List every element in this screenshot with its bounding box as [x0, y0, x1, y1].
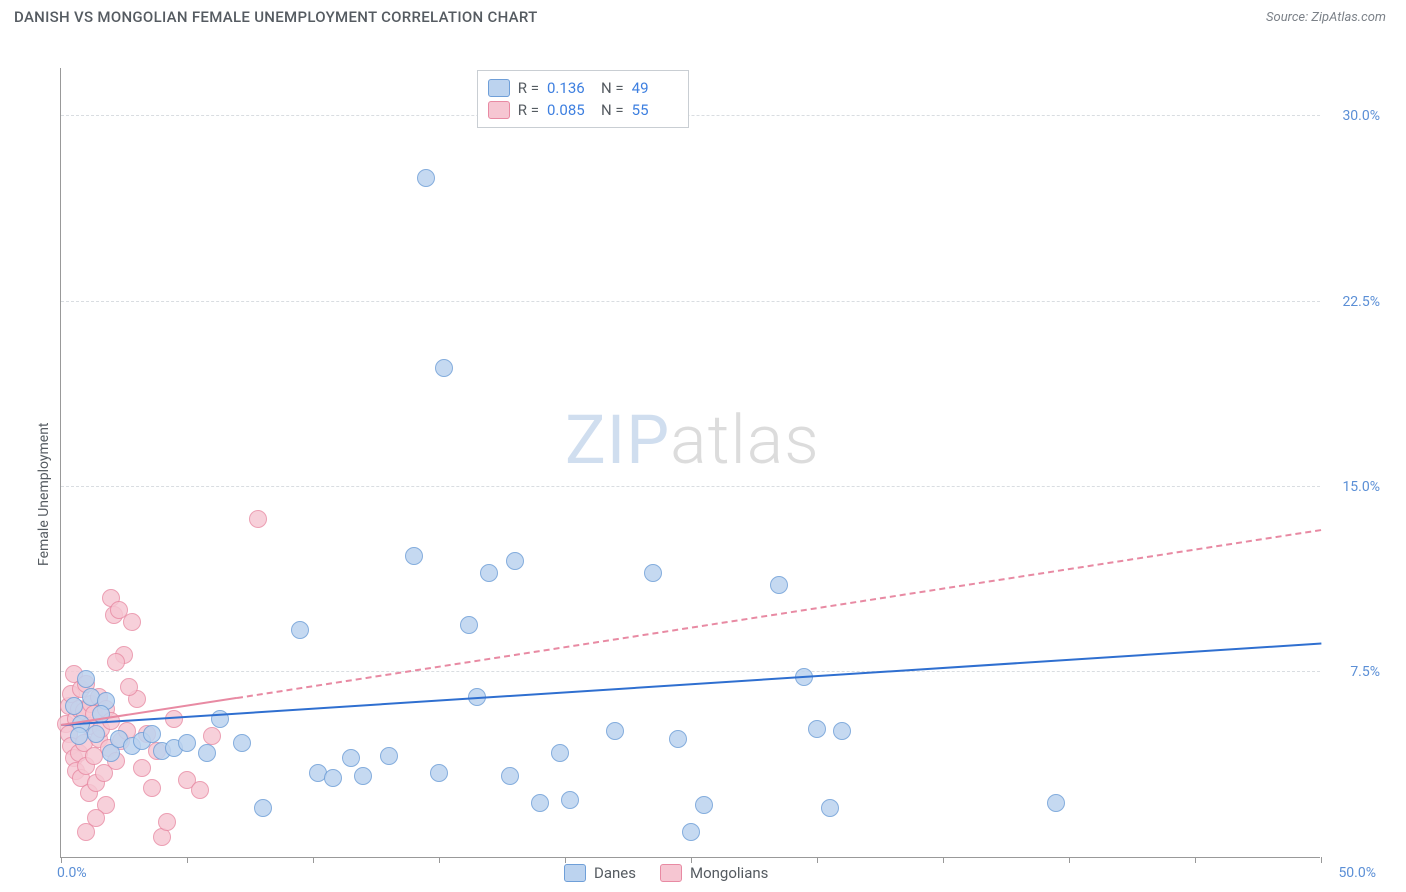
- plot-area: ZIPatlas 7.5%15.0%22.5%30.0%0.0%50.0%R =…: [60, 68, 1320, 858]
- x-tick: [1069, 857, 1070, 863]
- danes-marker: [669, 730, 687, 748]
- danes-marker: [833, 722, 851, 740]
- danes-marker: [254, 799, 272, 817]
- legend-item-label: Mongolians: [690, 864, 768, 882]
- y-axis-title: Female Unemployment: [36, 422, 52, 566]
- danes-marker: [342, 749, 360, 767]
- danes-marker: [430, 764, 448, 782]
- x-tick: [1195, 857, 1196, 863]
- danes-marker: [480, 564, 498, 582]
- mongolians-marker: [107, 653, 125, 671]
- danes-marker: [501, 767, 519, 785]
- legend-r-label: R =: [518, 79, 539, 97]
- danes-marker: [354, 767, 372, 785]
- legend-stats-row: R = 0.136 N = 49: [488, 77, 678, 99]
- legend-n-value: 49: [632, 79, 678, 97]
- y-tick-label: 22.5%: [1325, 294, 1380, 310]
- danes-marker: [506, 552, 524, 570]
- danes-trend: [61, 643, 1321, 726]
- danes-marker: [644, 564, 662, 582]
- grid-line: [61, 301, 1320, 302]
- legend-n-label: N =: [601, 79, 624, 97]
- x-tick-label: 0.0%: [57, 865, 87, 881]
- mongolians-marker: [143, 779, 161, 797]
- danes-marker: [695, 796, 713, 814]
- legend-swatch: [488, 79, 510, 97]
- legend-item: Danes: [564, 864, 636, 882]
- grid-line: [61, 486, 1320, 487]
- mongolians-trend-extrap: [237, 529, 1321, 699]
- legend-swatch: [660, 864, 682, 882]
- mongolians-marker: [123, 613, 141, 631]
- danes-marker: [143, 725, 161, 743]
- y-tick-label: 30.0%: [1325, 108, 1380, 124]
- legend-n-label: N =: [601, 101, 624, 119]
- legend-item: Mongolians: [660, 864, 768, 882]
- danes-marker: [198, 744, 216, 762]
- y-tick-label: 15.0%: [1325, 479, 1380, 495]
- danes-marker: [178, 734, 196, 752]
- mongolians-marker: [87, 809, 105, 827]
- title-bar: DANISH VS MONGOLIAN FEMALE UNEMPLOYMENT …: [0, 0, 1406, 30]
- legend-r-label: R =: [518, 101, 539, 119]
- legend-item-label: Danes: [594, 864, 636, 882]
- danes-marker: [405, 547, 423, 565]
- source-label: Source: ZipAtlas.com: [1266, 10, 1386, 25]
- mongolians-marker: [249, 510, 267, 528]
- x-tick: [817, 857, 818, 863]
- x-tick: [691, 857, 692, 863]
- danes-marker: [1047, 794, 1065, 812]
- chart-title: DANISH VS MONGOLIAN FEMALE UNEMPLOYMENT …: [14, 8, 538, 26]
- danes-marker: [770, 576, 788, 594]
- x-tick: [61, 857, 62, 863]
- grid-line: [61, 671, 1320, 672]
- mongolians-marker: [203, 727, 221, 745]
- mongolians-marker: [158, 813, 176, 831]
- legend-stats-row: R = 0.085 N = 55: [488, 99, 678, 121]
- danes-marker: [233, 734, 251, 752]
- x-tick: [565, 857, 566, 863]
- legend-r-value: 0.136: [547, 79, 593, 97]
- danes-marker: [380, 747, 398, 765]
- danes-marker: [417, 169, 435, 187]
- x-tick: [1321, 857, 1322, 863]
- danes-marker: [70, 727, 88, 745]
- danes-marker: [821, 799, 839, 817]
- watermark-zip: ZIP: [565, 400, 670, 480]
- watermark-atlas: atlas: [670, 400, 820, 480]
- x-tick: [187, 857, 188, 863]
- x-tick-label: 50.0%: [1338, 865, 1376, 881]
- legend-stats: R = 0.136 N = 49 R = 0.085 N = 55: [477, 70, 689, 128]
- x-tick: [439, 857, 440, 863]
- x-tick: [313, 857, 314, 863]
- danes-marker: [551, 744, 569, 762]
- danes-marker: [606, 722, 624, 740]
- legend-swatch: [488, 101, 510, 119]
- danes-marker: [87, 725, 105, 743]
- mongolians-marker: [191, 781, 209, 799]
- danes-marker: [77, 670, 95, 688]
- danes-marker: [682, 823, 700, 841]
- legend-r-value: 0.085: [547, 101, 593, 119]
- danes-marker: [435, 359, 453, 377]
- danes-marker: [291, 621, 309, 639]
- x-tick: [943, 857, 944, 863]
- legend-bottom: Danes Mongolians: [564, 864, 768, 882]
- danes-marker: [65, 697, 83, 715]
- danes-marker: [531, 794, 549, 812]
- danes-marker: [808, 720, 826, 738]
- y-tick-label: 7.5%: [1325, 664, 1380, 680]
- watermark: ZIPatlas: [565, 400, 820, 480]
- grid-line: [61, 115, 1320, 116]
- legend-n-value: 55: [632, 101, 678, 119]
- mongolians-marker: [133, 759, 151, 777]
- danes-marker: [561, 791, 579, 809]
- mongolians-marker: [120, 678, 138, 696]
- legend-swatch: [564, 864, 586, 882]
- danes-marker: [324, 769, 342, 787]
- danes-marker: [460, 616, 478, 634]
